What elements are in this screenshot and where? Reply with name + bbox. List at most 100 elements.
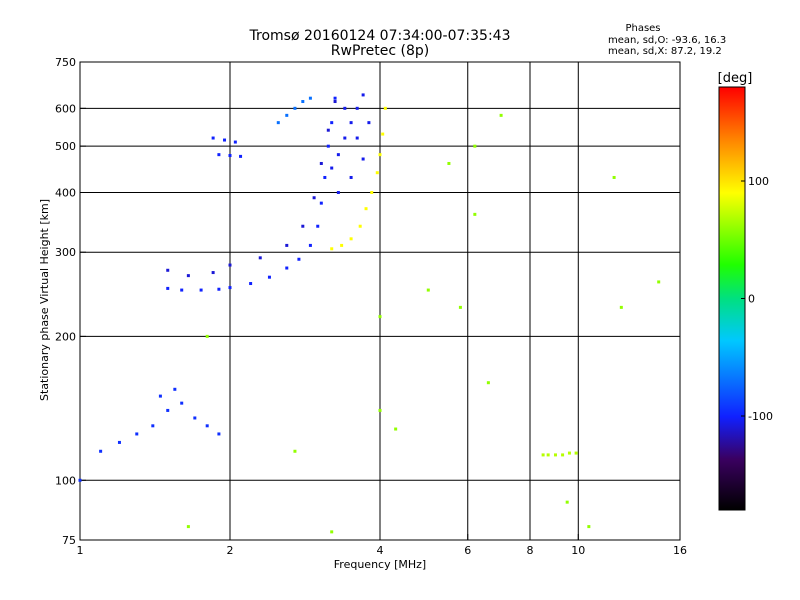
data-point <box>330 530 334 534</box>
data-point <box>186 274 190 278</box>
series-f-trace-cluster <box>330 93 371 194</box>
data-point <box>375 171 379 175</box>
data-point <box>267 275 271 279</box>
x-tick-label: 8 <box>527 544 534 557</box>
data-point <box>473 212 477 216</box>
data-point <box>151 424 155 428</box>
data-point <box>364 207 368 211</box>
data-point <box>301 100 305 104</box>
data-point <box>293 449 297 453</box>
data-point <box>319 161 323 165</box>
data-point <box>587 525 591 529</box>
data-point <box>333 100 337 104</box>
data-point <box>619 305 623 309</box>
data-point <box>239 154 243 158</box>
data-point <box>349 237 353 241</box>
x-tick-label: 2 <box>227 544 234 557</box>
series-echo-near-9-mhz <box>541 451 578 457</box>
colorbar-ticks: 100 0 -100 <box>741 175 773 423</box>
data-point <box>312 196 316 200</box>
x-tick-label: 10 <box>571 544 585 557</box>
data-point <box>297 257 301 261</box>
data-point <box>166 268 170 272</box>
data-point <box>447 161 451 165</box>
data-point <box>349 121 353 125</box>
data-point <box>561 453 565 457</box>
data-point <box>378 153 382 157</box>
data-point <box>394 427 398 431</box>
data-point <box>308 96 312 100</box>
data-point <box>199 288 203 292</box>
data-point <box>193 416 197 420</box>
data-point <box>378 315 382 319</box>
chart-subtitle: RwPretec (8p) <box>331 43 429 59</box>
data-point <box>458 305 462 309</box>
data-point <box>228 263 232 267</box>
data-point <box>323 175 327 179</box>
data-point <box>367 121 371 125</box>
data-point <box>258 256 262 260</box>
series-f-trace-lower <box>166 96 337 292</box>
data-point <box>276 121 280 125</box>
series-sporadic-e <box>78 387 221 482</box>
data-point <box>336 190 340 194</box>
data-point <box>99 449 103 453</box>
data-point <box>343 136 347 140</box>
data-point <box>383 106 387 110</box>
data-point <box>158 394 162 398</box>
data-point <box>370 190 374 194</box>
data-point <box>135 432 139 436</box>
data-point <box>285 113 289 117</box>
data-point <box>301 224 305 228</box>
data-point <box>553 453 557 457</box>
data-point <box>308 243 312 247</box>
data-point <box>166 286 170 290</box>
data-point <box>340 243 344 247</box>
plot-area: 1 2 4 6 8 10 16 75 100 200 300 400 500 600 750 <box>55 56 687 557</box>
colorbar-tick-label: 0 <box>748 293 755 306</box>
chart-title: Tromsø 20160124 07:34:00-07:35:43 <box>249 28 511 44</box>
data-point <box>117 440 121 444</box>
data-point <box>173 387 177 391</box>
x-tick-label: 4 <box>377 544 384 557</box>
data-point <box>574 451 578 455</box>
data-point <box>330 166 334 170</box>
data-point <box>361 157 365 161</box>
y-tick-label: 200 <box>55 330 76 343</box>
y-tick-label: 500 <box>55 140 76 153</box>
data-point <box>349 175 353 179</box>
y-tick-label: 300 <box>55 246 76 259</box>
data-point <box>166 408 170 412</box>
data-point <box>343 106 347 110</box>
data-point <box>249 282 253 286</box>
data-point <box>186 525 190 529</box>
x-tick-label: 6 <box>464 544 471 557</box>
series-cusp-patch <box>211 136 243 158</box>
data-point <box>285 266 289 270</box>
data-point <box>326 128 330 132</box>
colorbar-label: [deg] <box>718 71 753 86</box>
y-tick-label: 100 <box>55 474 76 487</box>
data-point <box>326 144 330 148</box>
data-point <box>612 175 616 179</box>
data-point <box>565 500 569 504</box>
y-axis-label: Stationary phase Virtual Height [km] <box>38 199 51 401</box>
data-point <box>293 106 297 110</box>
data-point <box>546 453 550 457</box>
phases-x-stats: mean, sd,X: 87.2, 19.2 <box>608 46 722 57</box>
colorbar-tick-label: -100 <box>748 410 773 423</box>
data-point <box>217 432 221 436</box>
y-tick-label: 400 <box>55 186 76 199</box>
series-f-trace-upper <box>166 100 337 278</box>
data-point <box>355 136 359 140</box>
y-tick-label: 600 <box>55 102 76 115</box>
data-point <box>330 247 334 251</box>
series-scattered <box>186 113 661 534</box>
x-tick-label: 16 <box>673 544 687 557</box>
y-tick-label: 750 <box>55 56 76 69</box>
data-point <box>217 153 221 157</box>
phases-title: Phases <box>625 23 660 34</box>
data-point <box>316 224 320 228</box>
data-point <box>473 144 477 148</box>
data-point <box>319 201 323 205</box>
